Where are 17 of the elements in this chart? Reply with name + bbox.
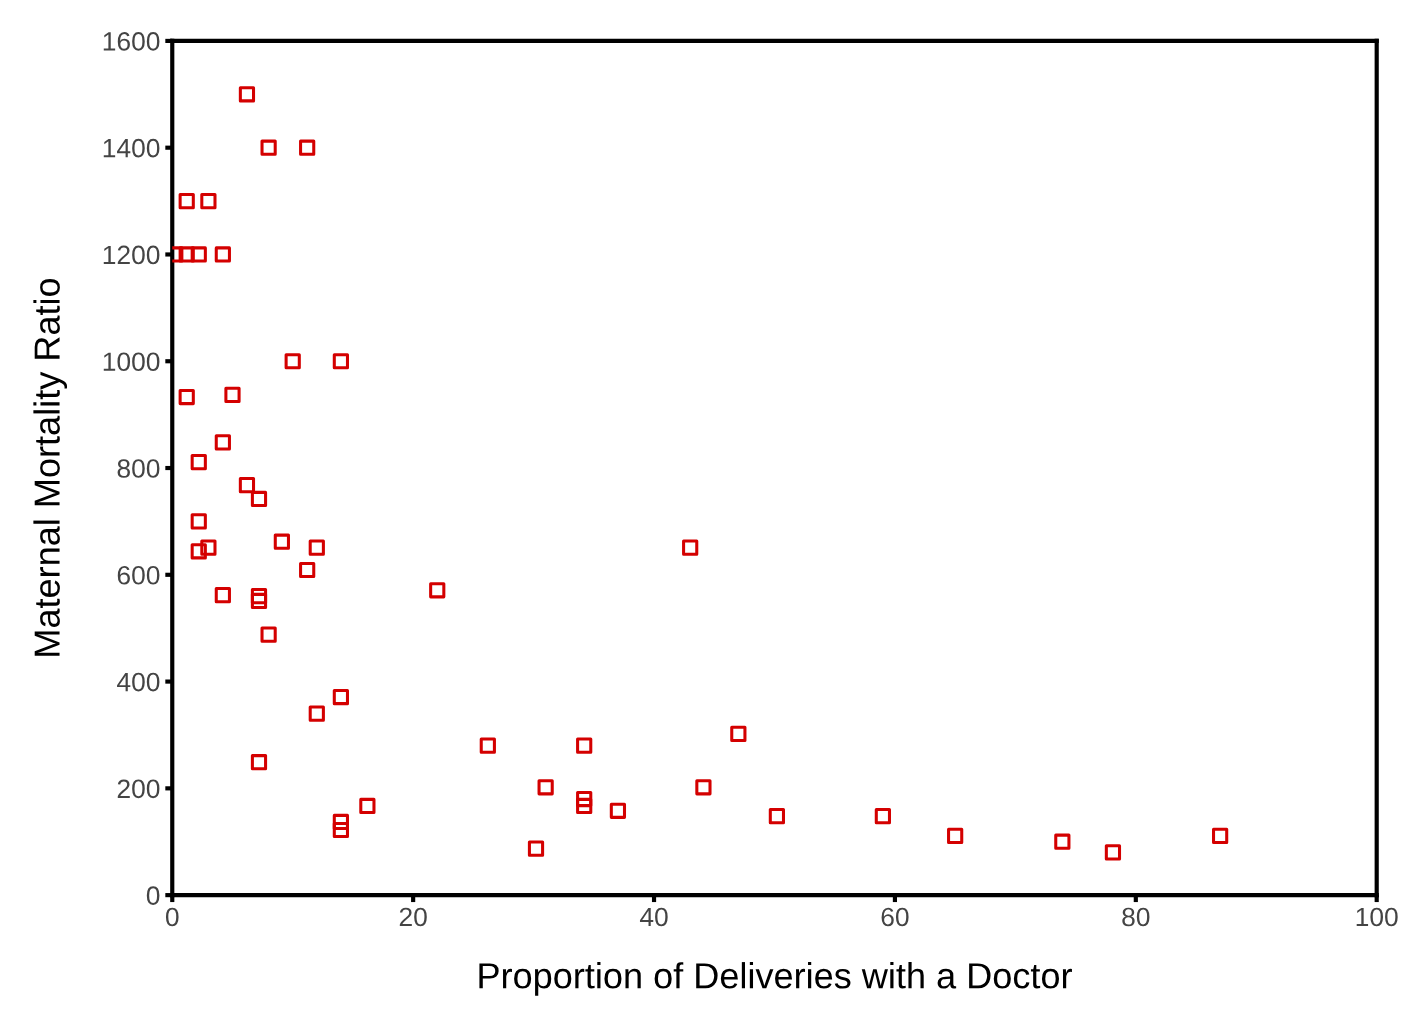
x-tick-label: 60 bbox=[881, 907, 909, 927]
x-tick-label: 0 bbox=[165, 907, 179, 927]
y-axis-title: Maternal Mortality Ratio bbox=[33, 278, 68, 656]
x-tick-label: 20 bbox=[399, 907, 427, 927]
x-axis-title: Proportion of Deliveries with a Doctor bbox=[479, 962, 1072, 996]
y-tick-label: 200 bbox=[117, 779, 160, 799]
x-tick-label: 80 bbox=[1122, 907, 1150, 927]
y-tick-label: 800 bbox=[117, 459, 160, 478]
y-tick-label: 400 bbox=[117, 672, 160, 692]
x-tick-label: 100 bbox=[1356, 907, 1398, 927]
y-tick-label: 0 bbox=[146, 886, 160, 905]
y-tick-label: 1000 bbox=[103, 352, 160, 372]
y-tick-label: 1400 bbox=[103, 138, 160, 158]
y-tick-label: 1600 bbox=[103, 32, 160, 51]
y-tick-label: 600 bbox=[117, 565, 160, 585]
y-tick-label: 1200 bbox=[103, 245, 160, 265]
x-tick-label: 40 bbox=[639, 907, 668, 927]
